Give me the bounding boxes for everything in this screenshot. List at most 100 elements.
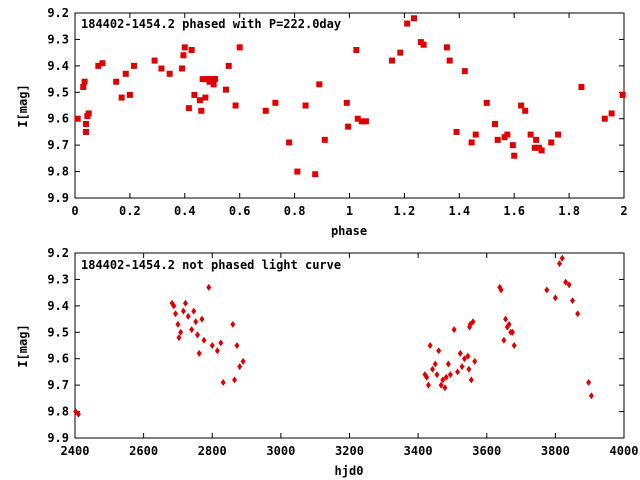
bottom-data-point — [434, 371, 440, 379]
top-data-point — [286, 139, 293, 146]
top-axis-ticks: 0 0.2 0.4 0.6 0.8 1 1.2 1.4 1.6 1.8 2 9.2 9.3 9.4 9.5 9… — [47, 6, 627, 218]
bottom-data-point — [237, 363, 243, 371]
bottom-plot-frame — [74, 252, 625, 439]
top-data-point — [316, 81, 323, 88]
bottom-data-point — [427, 342, 433, 349]
top-data-point — [608, 110, 615, 117]
bottom-x-tick-label: 3000 — [266, 444, 295, 458]
bottom-data-point — [461, 355, 467, 363]
bottom-data-point — [176, 334, 182, 342]
bottom-data-point — [501, 336, 507, 344]
bottom-data-point — [447, 371, 453, 379]
bottom-data-point — [498, 286, 504, 294]
top-y-tick-label: 9.7 — [47, 138, 69, 152]
top-data-point — [468, 139, 475, 146]
bottom-data-point — [182, 299, 188, 307]
top-data-point — [180, 52, 187, 59]
bottom-data-points — [73, 254, 594, 418]
bottom-data-point — [194, 331, 200, 339]
bottom-data-point — [503, 315, 509, 323]
bottom-y-tick-label: 9.6 — [47, 352, 69, 366]
top-data-point — [443, 44, 450, 51]
top-data-point — [504, 131, 511, 138]
top-data-point — [294, 168, 301, 175]
bottom-data-point — [209, 342, 215, 349]
bottom-data-point — [214, 347, 220, 355]
top-data-point — [362, 118, 369, 125]
top-data-point — [446, 57, 453, 64]
top-data-point — [196, 97, 203, 104]
bottom-data-point — [559, 254, 565, 262]
top-data-point — [179, 65, 186, 72]
top-x-axis-label: phase — [331, 224, 367, 238]
top-data-point — [420, 41, 427, 48]
bottom-data-point — [175, 320, 181, 328]
bottom-data-point — [193, 318, 199, 326]
top-data-point — [181, 44, 188, 51]
top-data-point — [518, 102, 525, 109]
top-x-tick-label: 0 — [71, 204, 78, 218]
bottom-y-tick-label: 9.9 — [47, 431, 69, 445]
top-data-point — [343, 99, 350, 106]
bottom-data-point — [185, 312, 191, 320]
bottom-data-point — [438, 381, 444, 389]
top-plot-title: 184402-1454.2 phased with P=222.0day — [81, 17, 341, 31]
top-data-point — [533, 136, 540, 143]
bottom-data-point — [552, 294, 558, 302]
bottom-data-point — [465, 352, 471, 360]
bottom-y-tick-label: 9.5 — [47, 325, 69, 339]
top-data-point — [158, 65, 165, 72]
top-x-tick-label: 0.4 — [174, 204, 196, 218]
bottom-x-tick-label: 3400 — [404, 444, 433, 458]
bottom-data-point — [232, 376, 238, 384]
top-data-point — [404, 20, 411, 27]
top-data-point — [578, 84, 585, 90]
bottom-data-point — [566, 281, 572, 289]
top-data-point — [312, 171, 319, 178]
top-data-point — [511, 152, 518, 159]
bottom-data-point — [440, 376, 446, 384]
top-data-point — [222, 86, 229, 93]
bottom-x-tick-label: 2800 — [198, 444, 227, 458]
bottom-x-tick-label: 2400 — [61, 444, 90, 458]
top-data-point — [82, 121, 89, 127]
bottom-y-axis-label: I[mag] — [16, 324, 30, 367]
bottom-data-point — [189, 326, 195, 334]
bottom-data-point — [240, 357, 246, 365]
bottom-data-point — [171, 302, 177, 310]
top-data-point — [509, 142, 516, 149]
bottom-data-point — [511, 342, 517, 349]
bottom-y-tick-label: 9.2 — [47, 246, 69, 260]
bottom-data-point — [436, 347, 442, 355]
phased-light-curve-panel: 184402-1454.2 phased with P=222.0day pha… — [16, 6, 628, 238]
bottom-data-point — [196, 349, 202, 357]
bottom-data-point — [588, 392, 594, 400]
bottom-data-point — [442, 384, 448, 392]
top-data-point — [211, 76, 218, 83]
bottom-x-tick-label: 4000 — [610, 444, 639, 458]
bottom-data-point — [180, 307, 186, 315]
top-data-point — [453, 128, 460, 135]
top-data-point — [188, 47, 195, 53]
bottom-y-tick-label: 9.7 — [47, 378, 69, 392]
top-data-point — [113, 78, 120, 85]
top-data-point — [302, 102, 309, 109]
bottom-data-point — [234, 342, 240, 349]
top-data-point — [527, 131, 534, 138]
bottom-data-point — [457, 349, 463, 357]
top-data-point — [389, 57, 396, 64]
bottom-data-point — [466, 365, 472, 373]
top-data-point — [461, 68, 468, 75]
bottom-data-point — [191, 307, 197, 315]
top-data-point — [185, 105, 192, 112]
top-data-point — [199, 76, 206, 83]
top-data-point — [494, 136, 501, 143]
top-data-point — [354, 115, 361, 122]
top-x-tick-label: 1.2 — [394, 204, 416, 218]
top-x-tick-label: 1.8 — [558, 204, 580, 218]
top-data-point — [122, 70, 129, 77]
bottom-x-axis-label: hjd0 — [335, 464, 364, 478]
top-data-point — [491, 121, 498, 127]
top-data-point — [538, 147, 545, 154]
top-data-point — [126, 91, 133, 98]
